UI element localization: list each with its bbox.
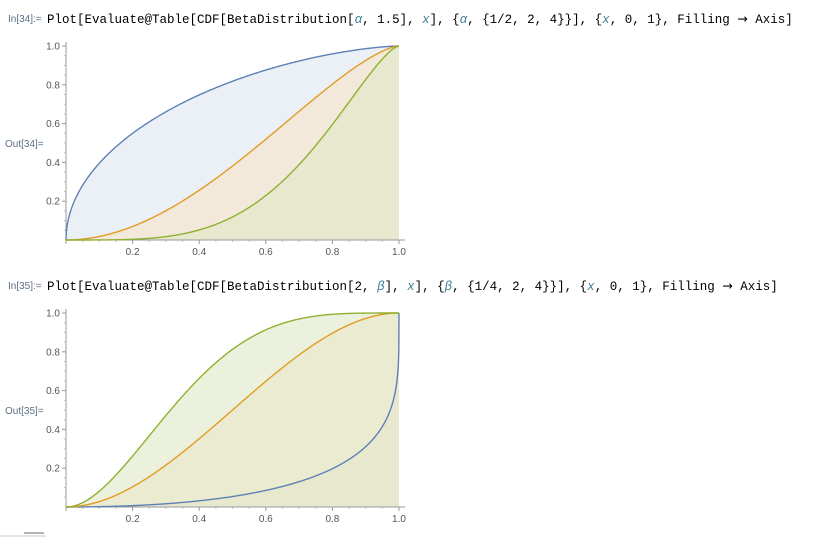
- code-symbol: x: [422, 13, 430, 27]
- code-part: Axis]: [732, 280, 778, 294]
- y-tick-label: 0.6: [46, 119, 60, 130]
- series-line-2: [66, 45, 400, 241]
- x-tick-label: 0.4: [192, 514, 206, 525]
- series-line-2: [66, 312, 399, 508]
- x-tick-label: 0.2: [126, 514, 140, 525]
- input-code-34[interactable]: Plot[Evaluate@Table[CDF[BetaDistribution…: [47, 11, 793, 27]
- y-tick-label: 1.0: [46, 309, 60, 320]
- series-line-1: [65, 45, 399, 241]
- code-symbol: β: [444, 280, 453, 294]
- plot-output-35[interactable]: 0.2 0.4 0.6 0.8 1.0 0.2 0.4 0.6 0.8 1.0: [40, 303, 412, 526]
- x-tick-label: 1.0: [392, 247, 406, 258]
- x-tick-label: 1.0: [392, 514, 406, 525]
- y-tick-label: 0.4: [46, 425, 60, 436]
- y-tick-label: 0.2: [46, 464, 60, 475]
- code-symbol: β: [377, 280, 385, 294]
- series-line-3: [66, 312, 399, 508]
- code-symbol: α: [354, 13, 363, 27]
- x-tick-label: 0.4: [192, 247, 206, 258]
- beta-cdf-plot-alpha: 0.2 0.4 0.6 0.8 1.0 0.2 0.4 0.6 0.8 1.0: [46, 42, 406, 259]
- output-label-35: Out[35]=: [5, 406, 44, 417]
- beta-cdf-plot-beta: 0.2 0.4 0.6 0.8 1.0 0.2 0.4 0.6 0.8 1.0: [46, 309, 406, 526]
- code-part: , {1/2, 2, 4}}], {: [467, 13, 603, 27]
- code-part: , {1/4, 2, 4}}], {: [452, 280, 588, 294]
- series-fill-3: [66, 46, 399, 240]
- code-symbol: x: [407, 280, 415, 294]
- rule-arrow: →: [737, 11, 748, 26]
- code-part: Plot[Evaluate@Table[CDF[BetaDistribution…: [47, 13, 355, 27]
- code-part: , 0, 1}, Filling: [609, 13, 738, 27]
- x-tick-label: 0.8: [325, 514, 339, 525]
- y-tick-label: 0.8: [46, 347, 60, 358]
- input-code-35[interactable]: Plot[Evaluate@Table[CDF[BetaDistribution…: [47, 278, 778, 294]
- output-label-34: Out[34]=: [5, 139, 44, 150]
- plot-output-34[interactable]: 0.2 0.4 0.6 0.8 1.0 0.2 0.4 0.6 0.8 1.0: [40, 36, 412, 259]
- y-tick-label: 0.4: [46, 158, 60, 169]
- input-label-34: In[34]:=: [8, 14, 42, 25]
- series-line-1: [66, 312, 400, 508]
- code-part: ], {: [414, 280, 445, 294]
- code-part: Axis]: [747, 13, 793, 27]
- x-tick-label: 0.6: [259, 247, 273, 258]
- code-part: ],: [384, 280, 408, 294]
- series-line-3: [66, 45, 400, 241]
- y-tick-label: 1.0: [46, 42, 60, 53]
- input-label-35: In[35]:=: [8, 281, 42, 292]
- code-part: , 0, 1}, Filling: [594, 280, 723, 294]
- rule-arrow: →: [722, 278, 733, 293]
- code-part: ], {: [429, 13, 460, 27]
- code-symbol: x: [587, 280, 595, 294]
- code-symbol: x: [602, 13, 610, 27]
- x-tick-label: 0.8: [325, 247, 339, 258]
- x-tick-label: 0.2: [126, 247, 140, 258]
- cell-insertion-marker[interactable]: [0, 530, 46, 537]
- y-tick-label: 0.6: [46, 386, 60, 397]
- code-part: Plot[Evaluate@Table[CDF[BetaDistribution…: [47, 280, 378, 294]
- y-tick-label: 0.8: [46, 80, 60, 91]
- x-tick-label: 0.6: [259, 514, 273, 525]
- code-part: , 1.5],: [362, 13, 423, 27]
- code-symbol: α: [459, 13, 468, 27]
- y-tick-label: 0.2: [46, 197, 60, 208]
